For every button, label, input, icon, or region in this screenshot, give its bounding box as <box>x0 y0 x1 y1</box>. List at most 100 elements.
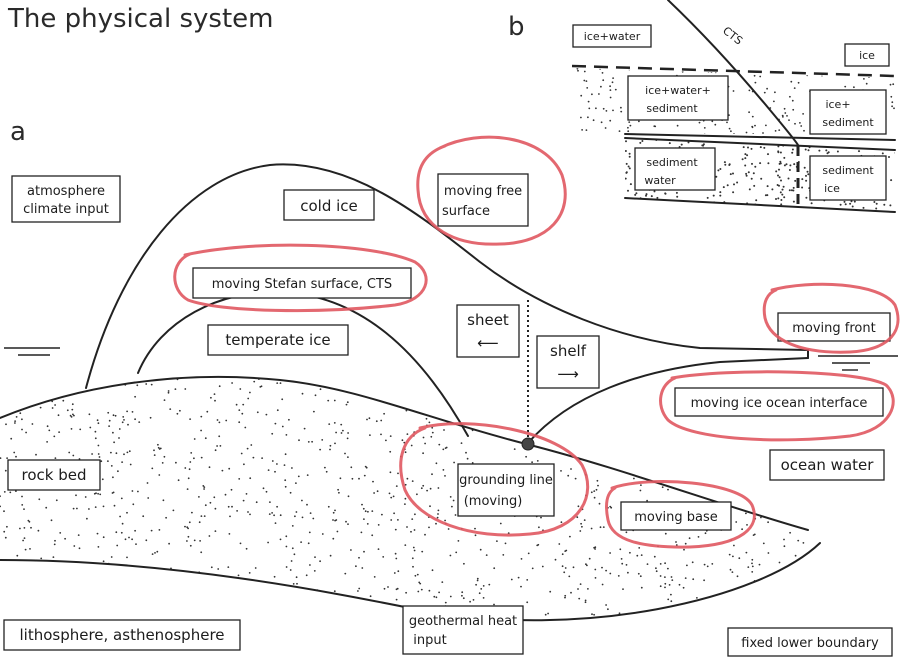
stipple-dot <box>14 422 16 424</box>
stipple-dot <box>292 583 295 585</box>
stipple-dot <box>541 443 544 446</box>
inset-cts-label: CTS <box>720 24 745 47</box>
stipple-dot <box>406 526 408 528</box>
stipple-dot <box>128 450 131 453</box>
stipple-dot <box>698 206 701 209</box>
stipple-dot <box>145 539 148 542</box>
stipple-dot <box>762 132 764 134</box>
stipple-dot <box>786 433 789 436</box>
stipple-dot <box>339 623 341 625</box>
stipple-dot <box>381 513 383 516</box>
svg-text:⟶: ⟶ <box>557 365 579 383</box>
stipple-dot <box>611 81 614 84</box>
stipple-dot <box>562 634 564 636</box>
stipple-dot <box>191 371 193 373</box>
stipple-dot <box>806 524 809 527</box>
stipple-dot <box>258 627 260 629</box>
stipple-dot <box>625 628 627 630</box>
stipple-dot <box>151 467 154 470</box>
svg-text:ice: ice <box>859 49 875 62</box>
stipple-dot <box>67 375 69 377</box>
stipple-dot <box>294 515 296 518</box>
stipple-dot <box>375 420 378 423</box>
stipple-dot <box>203 486 206 488</box>
stipple-dot <box>461 594 463 597</box>
stipple-dot <box>126 611 128 614</box>
stipple-dot <box>653 630 655 632</box>
stipple-dot <box>664 532 667 535</box>
stipple-dot <box>98 456 101 458</box>
stipple-dot <box>136 569 139 572</box>
stipple-dot <box>774 130 777 132</box>
stipple-dot <box>741 158 744 161</box>
stipple-dot <box>493 409 496 411</box>
svg-text:input: input <box>413 633 446 648</box>
stipple-dot <box>119 584 121 587</box>
stipple-dot <box>102 505 105 508</box>
stipple-dot <box>627 189 629 192</box>
stipple-dot <box>249 477 252 480</box>
stipple-dot <box>208 466 211 469</box>
stipple-dot <box>791 99 794 102</box>
stipple-dot <box>498 429 500 431</box>
stipple-dot <box>224 493 227 496</box>
svg-text:sediment: sediment <box>646 156 698 169</box>
stipple-dot <box>346 437 349 440</box>
stipple-dot <box>188 521 191 524</box>
ice-free-surface-line <box>85 163 809 389</box>
stipple-dot <box>429 505 431 508</box>
stipple-dot <box>865 211 868 212</box>
stipple-dot <box>358 556 360 559</box>
moving-free-surface-label: moving free surface <box>437 173 529 227</box>
stipple-dot <box>328 613 331 616</box>
stipple-dot <box>803 129 805 132</box>
stipple-dot <box>569 535 571 538</box>
stipple-dot <box>287 643 289 645</box>
stipple-dot <box>88 508 90 510</box>
stipple-dot <box>740 454 743 457</box>
stipple-dot <box>110 597 112 600</box>
stipple-dot <box>134 529 137 532</box>
stipple-dot <box>795 606 797 608</box>
stipple-dot <box>167 390 170 392</box>
stipple-dot <box>166 593 169 596</box>
stipple-dot <box>480 405 483 408</box>
stipple-dot <box>414 574 417 577</box>
stipple-dot <box>134 418 137 421</box>
stipple-dot <box>792 422 795 424</box>
stipple-dot <box>609 572 612 575</box>
stipple-dot <box>754 165 757 168</box>
svg-text:climate input: climate input <box>23 202 109 217</box>
stipple-dot <box>754 124 756 127</box>
svg-text:cold ice: cold ice <box>300 197 358 215</box>
stipple-dot <box>111 492 114 494</box>
stipple-dot <box>691 561 694 564</box>
stipple-dot <box>577 505 580 508</box>
stipple-dot <box>225 594 228 597</box>
stipple-dot <box>52 556 55 558</box>
stipple-dot <box>620 558 623 560</box>
stipple-dot <box>202 610 205 613</box>
stipple-dot <box>656 376 658 378</box>
stipple-dot <box>54 457 57 459</box>
stipple-dot <box>118 428 121 430</box>
stipple-dot <box>429 487 432 490</box>
stipple-dot <box>395 399 398 402</box>
stipple-dot <box>271 460 274 462</box>
stipple-dot <box>509 404 512 406</box>
stipple-dot <box>659 563 662 565</box>
stipple-dot <box>218 421 221 424</box>
stipple-dot <box>476 577 479 580</box>
stipple-dot <box>616 451 619 454</box>
stipple-dot <box>778 445 780 447</box>
stipple-dot <box>545 389 548 392</box>
stipple-dot <box>136 369 138 371</box>
stipple-dot <box>560 416 563 419</box>
stipple-dot <box>104 376 107 378</box>
stipple-dot <box>32 375 34 377</box>
stipple-dot <box>411 384 414 387</box>
stipple-dot <box>70 416 73 418</box>
stipple-dot <box>628 459 630 462</box>
stipple-dot <box>828 431 830 433</box>
stipple-dot <box>880 144 883 147</box>
